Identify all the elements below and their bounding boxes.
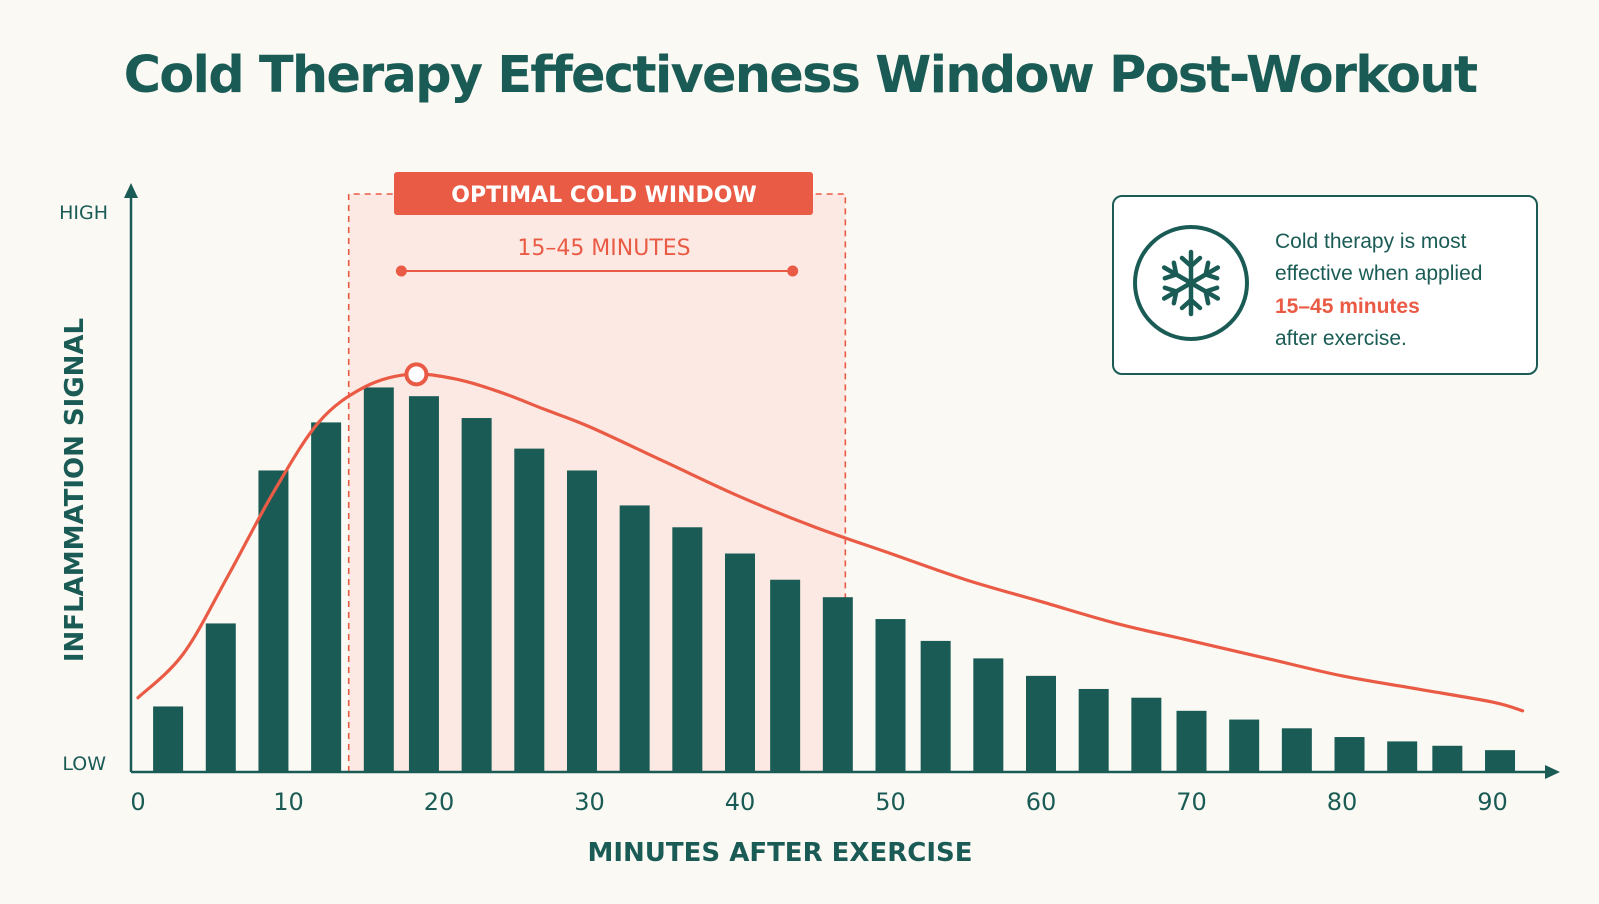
chart-title: Cold Therapy Effectiveness Window Post-W…: [124, 46, 1478, 105]
bar: [1176, 710, 1207, 772]
bar: [514, 448, 545, 772]
x-tick-label: 90: [1477, 788, 1508, 816]
info-text-line-1: Cold therapy is most: [1275, 230, 1467, 253]
x-tick-label: 0: [130, 788, 145, 816]
inflammation-curve: [136, 372, 1525, 713]
y-axis-arrow-icon: [124, 183, 138, 198]
bar: [363, 387, 394, 772]
y-high-label: HIGH: [59, 202, 108, 224]
bar: [461, 418, 492, 772]
bar: [725, 553, 755, 772]
x-tick-label: 60: [1026, 788, 1057, 816]
x-tick-label: 10: [273, 788, 304, 816]
x-tick-label: 40: [725, 788, 756, 816]
bar: [258, 470, 289, 772]
bar: [1026, 675, 1056, 772]
bar: [153, 706, 184, 772]
x-tick-label: 50: [875, 788, 906, 816]
axes: [124, 183, 1560, 779]
bar: [1485, 750, 1516, 772]
x-axis-arrow-icon: [1545, 765, 1560, 779]
bar: [311, 422, 342, 772]
bar: [408, 396, 439, 772]
info-text-highlight: 15–45 minutes: [1275, 295, 1420, 318]
bar: [205, 623, 236, 772]
info-text-line-2: effective when applied: [1275, 262, 1482, 285]
optimal-window-label: OPTIMAL COLD WINDOW: [451, 183, 757, 208]
peak-marker: [404, 362, 429, 387]
range-start-dot: [395, 265, 407, 277]
snowflake-icon: [1133, 225, 1249, 341]
range-end-dot: [787, 265, 799, 277]
bar: [619, 505, 650, 772]
optimal-window-banner: [394, 172, 813, 215]
y-low-label: LOW: [62, 753, 106, 775]
bar: [1334, 737, 1365, 772]
bar: [770, 579, 801, 772]
optimal-window-range-label: 15–45 MINUTES: [517, 236, 690, 261]
x-tick-label: 20: [424, 788, 455, 816]
bar: [1229, 719, 1260, 772]
bar: [672, 527, 703, 772]
bar: [1432, 745, 1463, 772]
info-text-line-4: after exercise.: [1275, 327, 1407, 350]
bar: [822, 597, 853, 772]
inflammation-curve-series: [136, 362, 1525, 713]
bar: [1281, 728, 1312, 772]
bar: [973, 658, 1004, 772]
x-tick-label: 80: [1327, 788, 1358, 816]
bar: [1387, 741, 1418, 772]
bar: [566, 470, 597, 772]
x-tick-labels: 0 10 20 30 40 50 60 70 80 90: [130, 788, 1507, 816]
y-axis-title: INFLAMMATION SIGNAL: [60, 318, 90, 662]
bar-series: [153, 387, 1516, 772]
bar: [1078, 688, 1109, 772]
bar: [875, 619, 906, 772]
optimal-window-range-marker: [395, 265, 799, 277]
bar: [920, 640, 951, 772]
x-axis-title: MINUTES AFTER EXERCISE: [588, 838, 973, 868]
x-tick-label: 70: [1176, 788, 1207, 816]
bar: [1131, 697, 1162, 772]
x-tick-label: 30: [574, 788, 605, 816]
